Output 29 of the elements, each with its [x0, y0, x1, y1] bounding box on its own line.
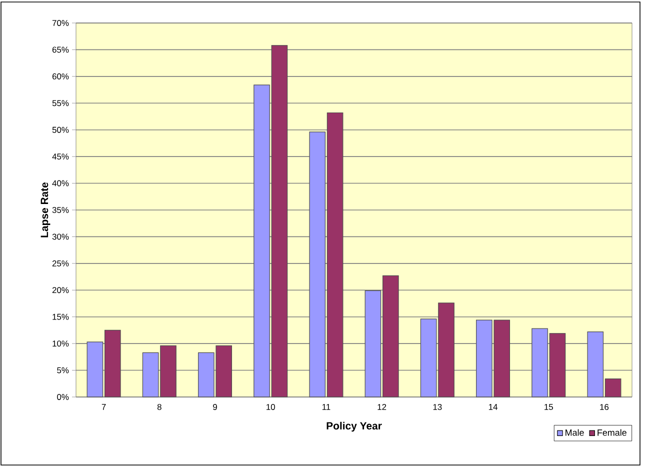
y-tick-label: 10%: [52, 340, 69, 347]
y-axis-title: Lapse Rate: [40, 182, 50, 238]
y-tick-label: 45%: [52, 154, 69, 160]
x-tick-label: 13: [433, 404, 442, 410]
y-tick-label: 20%: [52, 287, 69, 294]
y-tick-label: 50%: [52, 126, 69, 133]
legend-label: Female: [598, 429, 626, 436]
y-tick-label: 70%: [52, 20, 69, 26]
x-tick-label: 15: [544, 404, 553, 410]
y-tick-label: 55%: [52, 100, 69, 106]
x-tick-label: 14: [488, 404, 498, 410]
x-tick-label: 8: [157, 404, 162, 410]
y-tick-label: 65%: [52, 46, 69, 53]
x-tick-label: 12: [378, 404, 386, 410]
x-tick-label: 7: [102, 404, 106, 410]
x-tick-label: 11: [322, 404, 330, 410]
y-tick-label: 5%: [57, 367, 69, 374]
y-tick-label: 25%: [52, 260, 69, 266]
y-tick-label: 30%: [52, 234, 69, 240]
y-tick-label: 40%: [52, 180, 69, 186]
x-tick-label: 16: [600, 404, 609, 410]
x-axis-title: Policy Year: [326, 422, 382, 432]
x-tick-label: 10: [266, 404, 275, 410]
y-tick-label: 60%: [52, 73, 69, 80]
y-tick-label: 0%: [57, 394, 69, 400]
y-tick-label: 35%: [52, 206, 69, 213]
x-tick-label: 9: [213, 404, 217, 410]
y-tick-label: 15%: [52, 314, 69, 320]
legend-label: Male: [566, 429, 584, 436]
